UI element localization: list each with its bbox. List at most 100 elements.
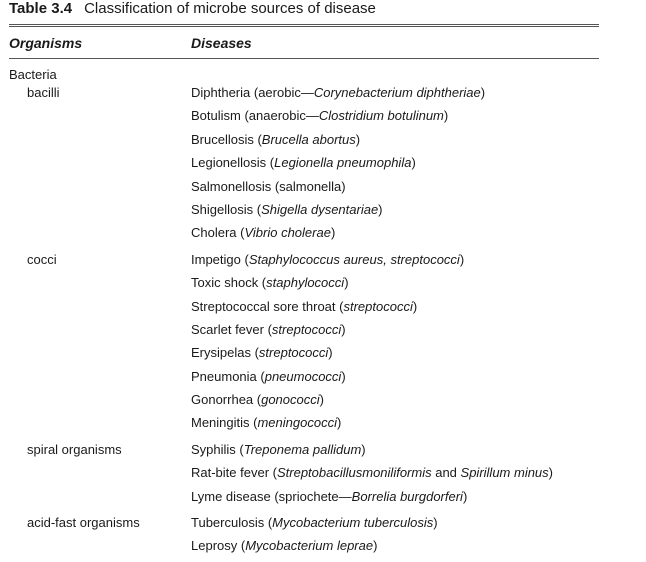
disease-text: ) <box>433 515 438 531</box>
disease-text: Botulism (anaerobic— <box>191 108 319 124</box>
scientific-name: Staphylococcus aureus, streptococci <box>248 251 460 267</box>
table-row: spiral organisms Syphilis (Treponema pall… <box>0 442 646 465</box>
table-row: Gonorrhea (gonococci) <box>0 392 646 415</box>
table-row: Salmonellosis (salmonella) <box>0 179 646 202</box>
table-row: Leprosy (Mycobacterium leprae) <box>0 538 646 561</box>
table-row: Shigellosis (Shigella dysentariae) <box>0 202 646 225</box>
disease-cell: Diphtheria (aerobic—Corynebacterium diph… <box>191 85 485 101</box>
organism-cell: Bacteria <box>9 67 57 82</box>
table-number: Table 3.4 <box>9 0 73 17</box>
disease-text: Impetigo ( <box>191 251 249 267</box>
table-row: Cholera (Vibrio cholerae) <box>0 225 646 248</box>
disease-text: Salmonellosis (salmonella) <box>191 178 346 194</box>
disease-text: Rat-bite fever ( <box>191 465 277 481</box>
scientific-name: Spirillum minus <box>460 465 549 481</box>
disease-text: Pneumonia ( <box>191 368 265 384</box>
table-title: Classification of microbe sources of dis… <box>84 0 376 17</box>
disease-text: Syphilis ( <box>191 441 244 457</box>
scientific-name: Vibrio cholerae <box>244 225 331 241</box>
scientific-name: Borrelia burgdorferi <box>351 488 463 504</box>
disease-cell: Pneumonia (pneumococci) <box>191 369 346 385</box>
scientific-name: Mycobacterium leprae <box>245 538 374 554</box>
disease-text: ) <box>341 321 346 337</box>
disease-text: ) <box>355 131 361 147</box>
disease-cell: Syphilis (Treponema pallidum) <box>191 442 366 458</box>
disease-cell: Streptococcal sore throat (streptococci) <box>191 299 417 315</box>
top-rule <box>9 24 599 25</box>
scientific-name: Legionella pneumophila <box>274 155 412 171</box>
disease-text: ) <box>373 538 378 554</box>
table-row: Rat-bite fever (Streptobacillusmonilifor… <box>0 465 646 488</box>
column-header-diseases: Diseases <box>191 35 252 51</box>
disease-cell: Rat-bite fever (Streptobacillusmonilifor… <box>191 465 553 481</box>
disease-text: ) <box>378 201 383 217</box>
disease-cell: Shigellosis (Shigella dysentariae) <box>191 202 383 218</box>
top-rule-second <box>9 26 599 27</box>
disease-text: Erysipelas ( <box>191 345 259 361</box>
scientific-name: streptococci <box>343 298 413 314</box>
disease-cell: Gonorrhea (gonococci) <box>191 392 324 408</box>
disease-text: ) <box>480 85 486 100</box>
disease-cell: Brucellosis (Brucella abortus) <box>191 132 360 148</box>
disease-cell: Botulism (anaerobic—Clostridium botulinu… <box>191 108 448 124</box>
scientific-name: streptococci <box>271 321 342 337</box>
disease-text: Brucellosis ( <box>191 131 262 147</box>
disease-text: ) <box>548 465 554 481</box>
organism-cell: cocci <box>27 251 57 267</box>
disease-text: ) <box>411 155 416 171</box>
scientific-name: Corynebacterium diphtheriae <box>313 85 481 100</box>
disease-text: ) <box>462 488 468 504</box>
scientific-name: gonococci <box>261 392 320 408</box>
header-rule <box>9 58 599 59</box>
disease-text: Leprosy ( <box>191 538 246 554</box>
disease-text: ) <box>319 392 324 408</box>
disease-cell: Impetigo (Staphylococcus aureus, strepto… <box>191 252 464 268</box>
disease-cell: Meningitis (meningococci) <box>191 415 341 431</box>
table-row: Streptococcal sore throat (streptococci) <box>0 299 646 322</box>
disease-cell: Salmonellosis (salmonella) <box>191 179 346 195</box>
disease-text: Tuberculosis ( <box>191 515 273 531</box>
table-row: Brucellosis (Brucella abortus) <box>0 132 646 155</box>
scientific-name: pneumococci <box>264 368 342 384</box>
disease-text: ) <box>459 251 465 267</box>
disease-text: Cholera ( <box>191 225 245 241</box>
scientific-name: Shigella dysentariae <box>261 201 379 217</box>
disease-cell: Tuberculosis (Mycobacterium tuberculosis… <box>191 515 438 531</box>
disease-text: Streptococcal sore throat ( <box>191 298 344 314</box>
table-body: Bacteria bacilli Diphtheria (aerobic—Coryn… <box>0 67 646 562</box>
disease-text: Shigellosis ( <box>191 201 262 217</box>
disease-text: Meningitis ( <box>191 415 258 431</box>
disease-text: ) <box>328 345 333 361</box>
disease-text: Scarlet fever ( <box>191 321 272 337</box>
table-row: Scarlet fever (streptococci) <box>0 322 646 345</box>
disease-cell: Legionellosis (Legionella pneumophila) <box>191 155 416 171</box>
disease-text: ) <box>341 368 346 384</box>
disease-text: and <box>431 465 461 481</box>
organism-cell: spiral organisms <box>27 441 122 457</box>
scientific-name: streptococci <box>258 345 329 361</box>
scientific-name: Mycobacterium tuberculosis <box>272 515 434 531</box>
scientific-name: Brucella abortus <box>261 131 356 147</box>
disease-text: Diphtheria (aerobic— <box>191 85 314 100</box>
disease-cell: Toxic shock (staphylococci) <box>191 275 349 291</box>
disease-text: ) <box>443 108 449 124</box>
organism-cell: acid-fast organisms <box>27 515 140 531</box>
disease-text: Legionellosis ( <box>191 155 275 171</box>
disease-text: Lyme disease (spriochete— <box>191 488 352 504</box>
scientific-name: Clostridium botulinum <box>318 108 444 124</box>
table-row: Legionellosis (Legionella pneumophila) <box>0 155 646 178</box>
disease-text: ) <box>330 225 336 241</box>
disease-cell: Erysipelas (streptococci) <box>191 345 333 361</box>
table-row: Meningitis (meningococci) <box>0 415 646 438</box>
disease-text: ) <box>412 298 418 314</box>
table-row: bacilli Diphtheria (aerobic—Corynebacteri… <box>0 85 646 108</box>
table-row: cocci Impetigo (Staphylococcus aureus, st… <box>0 252 646 275</box>
table-row: Botulism (anaerobic—Clostridium botulinu… <box>0 108 646 131</box>
organism-cell: bacilli <box>27 85 60 100</box>
table-row: Pneumonia (pneumococci) <box>0 369 646 392</box>
disease-cell: Leprosy (Mycobacterium leprae) <box>191 538 377 554</box>
scientific-name: meningococci <box>257 415 337 431</box>
table-row: Lyme disease (spriochete—Borrelia burgdo… <box>0 489 646 512</box>
table-row: Toxic shock (staphylococci) <box>0 275 646 298</box>
disease-cell: Cholera (Vibrio cholerae) <box>191 225 335 241</box>
